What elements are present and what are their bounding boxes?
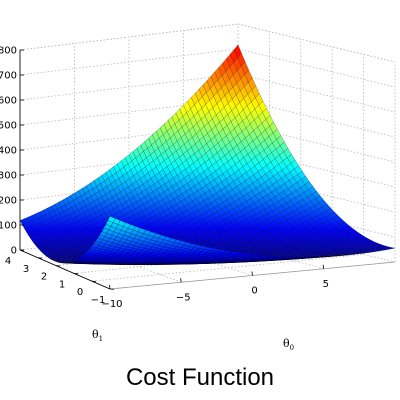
theta0-axis-label: θ0	[283, 337, 294, 352]
theta1-tick-label: 3	[23, 264, 29, 275]
axis-box-edge	[19, 23, 239, 51]
z-tick-label: 200	[0, 196, 17, 207]
surface-patch	[107, 216, 116, 223]
theta0-tick	[109, 284, 111, 290]
theta1-tick-label: −1	[91, 295, 106, 306]
z-tick-label: 600	[0, 96, 17, 107]
theta0-tick-label: 5	[323, 279, 329, 290]
grid-line-back	[19, 73, 239, 101]
theta1-tick-label: 0	[77, 287, 83, 298]
z-tick-label: 300	[0, 171, 17, 182]
grid-line-floor	[128, 236, 253, 276]
chart-caption: Cost Function	[125, 364, 275, 391]
grid-line-side	[237, 123, 396, 163]
theta0-axis: −10 −5 0 5	[101, 264, 329, 310]
theta0-tick	[251, 271, 253, 276]
theta0-tick-label: −10	[101, 299, 122, 310]
theta0-tick	[180, 278, 182, 283]
theta0-tick-label: 0	[251, 286, 257, 297]
theta0-tick-label: −5	[176, 292, 191, 303]
grid-line-side	[237, 48, 396, 88]
z-axis: 0 100 200 300 400 500 600 700 800	[0, 46, 24, 257]
z-tick-label: 800	[0, 46, 17, 57]
theta1-tick-label: 4	[5, 256, 11, 267]
axis-box-edge	[237, 23, 396, 63]
z-tick-label: 500	[0, 121, 17, 132]
theta1-tick-label: 2	[41, 272, 47, 283]
theta0-tick	[322, 264, 325, 269]
theta1-axis: −1 0 1 2 3 4	[5, 249, 115, 306]
grid-line-side	[237, 148, 396, 188]
z-tick-label: 0	[11, 246, 17, 257]
z-tick-label: 400	[0, 146, 17, 157]
theta1-tick-label: 1	[59, 279, 65, 290]
grid-line-side	[237, 73, 396, 113]
z-tick-label: 100	[0, 221, 17, 232]
theta1-axis-line	[19, 249, 111, 290]
cost-surface	[19, 44, 396, 265]
grid-line-side	[237, 98, 396, 138]
z-tick-label: 700	[0, 71, 17, 82]
theta1-axis-label: θ1	[92, 328, 103, 343]
